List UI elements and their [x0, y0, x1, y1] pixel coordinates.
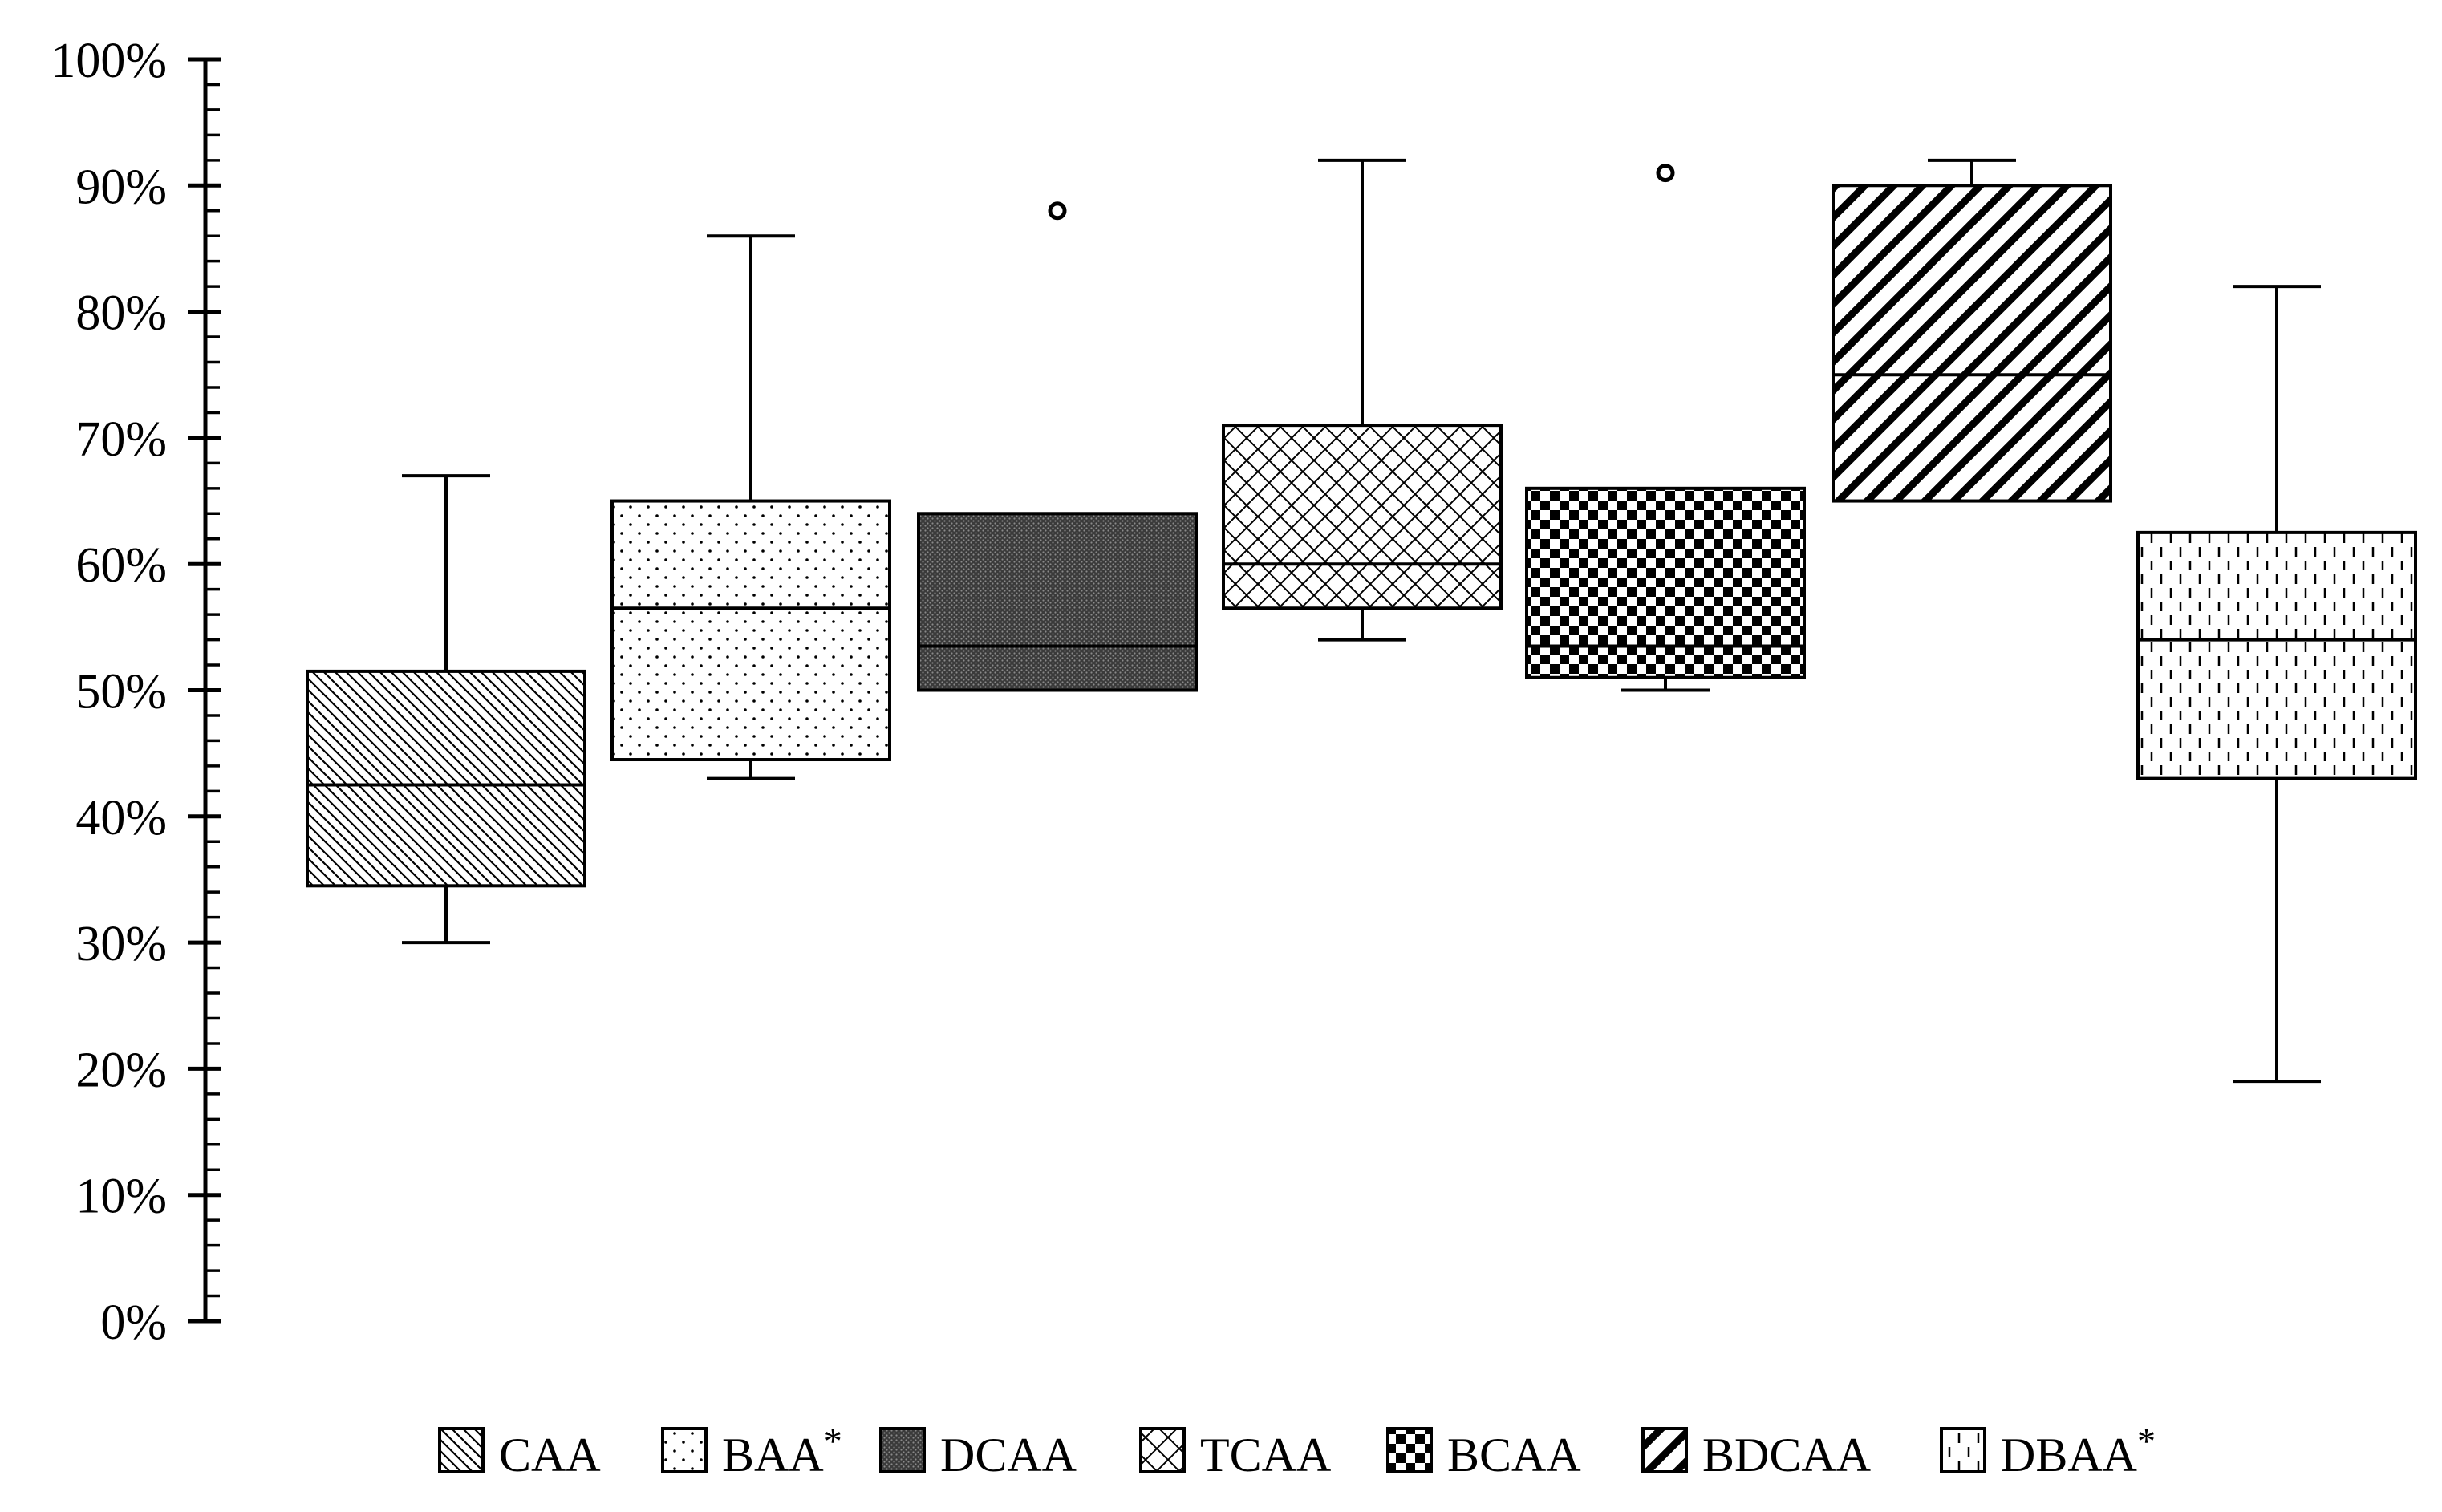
y-tick-label: 10%: [75, 1169, 167, 1224]
outlier-point: [1656, 164, 1675, 183]
box-bcaa: [1525, 164, 1806, 692]
y-tick-label: 90%: [75, 160, 167, 214]
legend-swatch: [1386, 1427, 1433, 1473]
legend-label: BAA*: [722, 1421, 842, 1482]
y-tick-label: 30%: [75, 917, 167, 971]
legend: CAA BAA* DCAA TCAA BCAA BDCAA DBAA*: [438, 1421, 2156, 1482]
legend-item-baa: BAA*: [661, 1421, 842, 1482]
y-tick-label: 40%: [75, 791, 167, 845]
y-tick-label: 80%: [75, 286, 167, 341]
iqr-box: [917, 512, 1198, 692]
box-plot-series: [306, 158, 2417, 1084]
y-tick-label: 60%: [75, 538, 167, 593]
y-tick-label: 70%: [75, 412, 167, 467]
box-dcaa: [917, 201, 1198, 692]
legend-item-dbaa: DBAA*: [1940, 1421, 2156, 1482]
iqr-box: [610, 499, 891, 762]
legend-swatch: [1139, 1427, 1186, 1473]
legend-label: CAA: [499, 1429, 601, 1482]
legend-label: BDCAA: [1702, 1429, 1871, 1482]
legend-label-superscript: *: [2137, 1421, 2156, 1461]
box-bdcaa: [1831, 158, 2112, 503]
iqr-box: [1222, 424, 1503, 610]
legend-item-bdcaa: BDCAA: [1641, 1427, 1871, 1482]
legend-swatch: [879, 1427, 926, 1473]
legend-label: DBAA*: [2001, 1421, 2156, 1482]
box-dbaa: [2136, 285, 2417, 1084]
box-tcaa: [1222, 158, 1503, 642]
iqr-box: [2136, 530, 2417, 780]
legend-swatch: [1641, 1427, 1688, 1473]
legend-label: DCAA: [940, 1429, 1077, 1482]
legend-swatch: [1940, 1427, 1986, 1473]
legend-item-bcaa: BCAA: [1386, 1427, 1581, 1482]
legend-label: TCAA: [1200, 1429, 1331, 1482]
iqr-box: [306, 669, 586, 888]
y-tick-label: 50%: [75, 665, 167, 720]
legend-item-tcaa: TCAA: [1139, 1427, 1331, 1482]
legend-label: BCAA: [1447, 1429, 1581, 1482]
y-axis: 0% 10% 20% 30% 40% 50% 60% 70% 80% 90% 100%: [51, 34, 221, 1350]
legend-label-superscript: *: [824, 1421, 842, 1461]
legend-swatch: [661, 1427, 708, 1473]
outlier-point: [1048, 201, 1067, 221]
box-caa: [306, 474, 586, 945]
iqr-box: [1831, 184, 2112, 503]
legend-item-dcaa: DCAA: [879, 1427, 1077, 1482]
legend-swatch: [438, 1427, 485, 1473]
legend-item-caa: CAA: [438, 1427, 601, 1482]
y-tick-label: 0%: [100, 1295, 167, 1350]
iqr-box: [1525, 486, 1806, 679]
y-tick-label: 100%: [51, 34, 167, 88]
box-baa: [610, 234, 891, 780]
y-tick-label: 20%: [75, 1043, 167, 1097]
